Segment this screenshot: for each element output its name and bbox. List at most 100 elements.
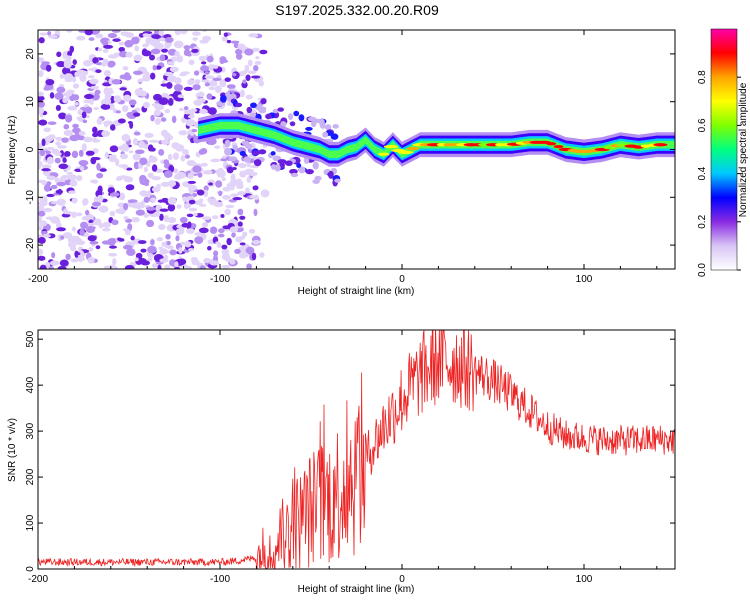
noise-speckle xyxy=(108,252,118,257)
noise-speckle xyxy=(188,199,196,205)
noise-speckle xyxy=(38,210,46,217)
noise-speckle xyxy=(101,130,111,137)
noise-speckle xyxy=(153,109,162,116)
noise-speckle xyxy=(134,257,139,262)
noise-speckle xyxy=(68,190,77,194)
noise-speckle xyxy=(81,143,87,152)
noise-speckle xyxy=(88,37,95,41)
transition-blob xyxy=(251,150,260,156)
noise-speckle xyxy=(81,216,89,221)
noise-speckle xyxy=(191,128,198,133)
transition-blob xyxy=(289,168,298,175)
noise-speckle xyxy=(103,69,111,77)
noise-speckle xyxy=(200,65,209,72)
noise-speckle xyxy=(143,213,149,218)
noise-speckle xyxy=(125,228,131,236)
noise-speckle xyxy=(69,134,80,142)
noise-speckle xyxy=(133,54,143,62)
noise-speckle xyxy=(38,236,46,244)
noise-speckle xyxy=(198,55,207,62)
noise-speckle xyxy=(98,206,109,211)
noise-speckle xyxy=(200,162,208,167)
ridge-hotspot xyxy=(383,145,399,149)
transition-blob xyxy=(307,116,317,122)
noise-speckle xyxy=(58,112,67,120)
noise-speckle xyxy=(239,170,247,178)
noise-speckle xyxy=(126,248,136,256)
noise-speckle xyxy=(45,216,54,220)
noise-speckle xyxy=(139,157,148,166)
noise-speckle xyxy=(94,89,101,95)
spectrogram-ylabel: Frequency (Hz) xyxy=(7,116,18,185)
noise-speckle xyxy=(55,104,61,112)
noise-speckle xyxy=(142,33,150,38)
noise-speckle xyxy=(133,161,140,170)
noise-speckle xyxy=(107,54,118,59)
noise-speckle xyxy=(38,255,46,261)
transition-blob xyxy=(235,102,243,108)
ridge-band-layer xyxy=(198,121,675,159)
noise-speckle xyxy=(103,44,114,49)
noise-speckle xyxy=(161,241,167,247)
noise-speckle xyxy=(144,132,154,138)
y-tick-label: 300 xyxy=(25,422,36,439)
noise-speckle xyxy=(43,127,51,133)
noise-speckle xyxy=(133,131,141,136)
noise-speckle xyxy=(49,260,60,266)
noise-speckle xyxy=(137,78,144,83)
noise-speckle xyxy=(221,244,228,250)
noise-speckle xyxy=(133,112,141,117)
noise-speckle xyxy=(90,85,100,90)
noise-speckle xyxy=(158,224,166,231)
transition-blob xyxy=(224,139,231,148)
snr-panel: -200 -100 0 100 0 100 200 300 400 500 Height of s… xyxy=(7,329,676,595)
noise-speckle xyxy=(245,94,253,100)
noise-speckle xyxy=(225,204,235,209)
noise-speckle xyxy=(184,241,192,248)
noise-speckle xyxy=(158,30,165,36)
noise-speckle xyxy=(38,248,44,256)
noise-speckle xyxy=(251,47,260,52)
noise-speckle xyxy=(145,206,156,211)
noise-speckle xyxy=(164,108,171,114)
noise-speckle xyxy=(158,149,165,156)
transition-blob xyxy=(225,91,231,99)
noise-speckle xyxy=(169,249,177,256)
noise-speckle xyxy=(214,85,222,94)
noise-speckle xyxy=(172,152,180,161)
noise-speckle xyxy=(230,173,236,182)
noise-speckle xyxy=(204,75,215,79)
noise-speckle xyxy=(244,64,250,73)
noise-speckle xyxy=(124,72,131,77)
noise-speckle xyxy=(123,216,129,220)
noise-speckle xyxy=(140,248,147,253)
noise-speckle xyxy=(174,261,179,268)
transition-blob xyxy=(314,175,322,181)
noise-speckle xyxy=(56,198,66,206)
noise-speckle xyxy=(176,224,183,229)
noise-speckle xyxy=(87,256,95,264)
noise-speckle xyxy=(137,240,147,245)
noise-speckle xyxy=(49,92,55,99)
noise-speckle xyxy=(89,98,94,105)
noise-speckle xyxy=(173,83,183,92)
noise-speckle xyxy=(245,74,251,81)
noise-speckle xyxy=(164,45,170,49)
transition-blob xyxy=(293,110,300,117)
noise-speckle xyxy=(209,226,218,234)
noise-speckle xyxy=(154,211,161,217)
noise-speckle xyxy=(102,39,109,47)
noise-speckle xyxy=(103,87,110,95)
noise-speckle xyxy=(179,73,187,77)
noise-speckle xyxy=(117,118,126,124)
noise-speckle xyxy=(193,70,200,76)
noise-speckle xyxy=(239,242,246,246)
noise-speckle xyxy=(55,141,62,146)
noise-speckle xyxy=(224,77,232,82)
noise-speckle xyxy=(38,91,44,97)
noise-speckle xyxy=(77,109,84,116)
noise-speckle xyxy=(62,157,67,163)
noise-speckle xyxy=(226,182,235,189)
noise-speckle xyxy=(39,264,47,269)
noise-speckle xyxy=(212,64,219,69)
